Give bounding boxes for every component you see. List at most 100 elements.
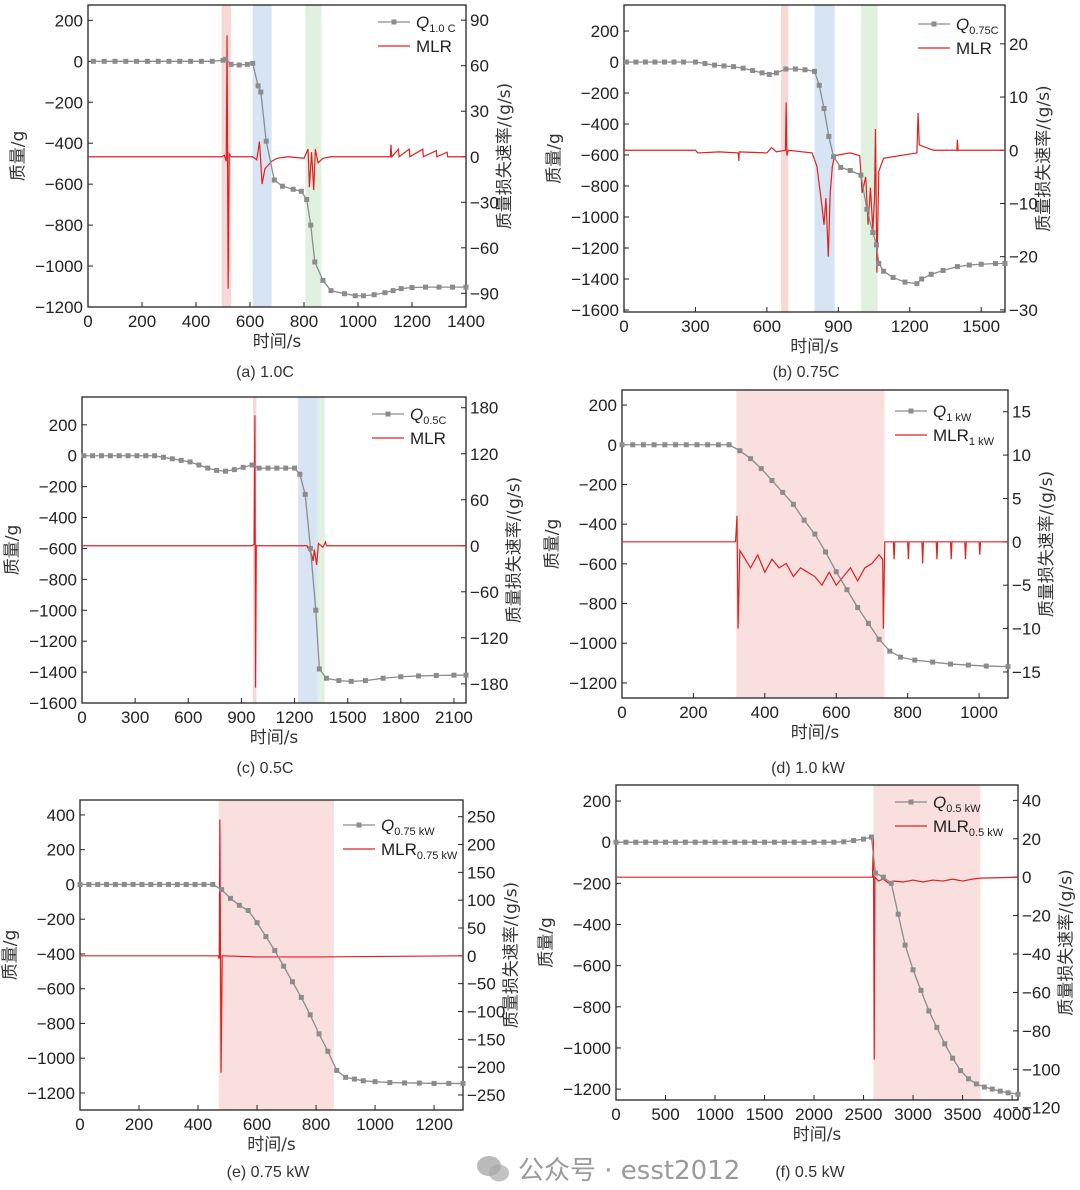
mass-data-point (948, 661, 954, 667)
y-tick-label: −1400 (571, 270, 619, 289)
subplot-f: 0 500 1000 1500 2000 2500 3000 3500 40002000−200… (536, 784, 1076, 1181)
y2-tick-label: −60 (1022, 983, 1051, 1002)
x-tick-label: 600 (174, 708, 202, 727)
mass-data-point (290, 186, 296, 192)
mass-data-point (387, 1080, 393, 1086)
y2-tick-label: −80 (1022, 1022, 1051, 1041)
mass-data-point (762, 839, 768, 845)
mass-data-point (90, 58, 96, 64)
legend-subscript: 1.0 C (429, 23, 455, 35)
y2-tick-label: 10 (1009, 88, 1028, 107)
mass-data-point (1005, 1090, 1011, 1096)
mass-data-point (372, 1079, 378, 1085)
y2-tick-label: −120 (1022, 1099, 1060, 1118)
mass-data-point (254, 920, 260, 926)
y-tick-label: −1400 (29, 663, 77, 682)
legend-entry-mlr: MLR (956, 39, 992, 58)
y2-tick-label: −120 (470, 629, 508, 648)
mass-data-point (973, 1081, 979, 1087)
x-tick-label: 200 (128, 312, 156, 331)
y2-tick-label: 50 (467, 919, 486, 938)
mass-data-point (880, 874, 886, 880)
mass-data-point (812, 531, 818, 537)
mass-data-point (1002, 260, 1008, 266)
subplot-c: 0 300 600 900 1200 1500 1800 21002000−200−400−6… (2, 396, 524, 777)
y2-tick-label: 150 (467, 863, 495, 882)
plot-frame (87, 4, 467, 308)
y2-axis-label: 质量损失速率/(g/s) (495, 83, 515, 229)
x-tick-label: 1500 (746, 1105, 784, 1124)
mass-data-point (228, 61, 234, 67)
mass-data-point (640, 442, 646, 448)
x-axis-label: 时间/s (790, 337, 839, 357)
mass-data-point (351, 1076, 357, 1082)
y-tick-label: −1200 (571, 239, 619, 258)
plot-frame (621, 389, 1009, 699)
y2-tick-label: 40 (1022, 791, 1041, 810)
legend-marker (931, 21, 937, 27)
y-tick-label: −1200 (29, 632, 77, 651)
mass-data-point (912, 657, 918, 663)
mass-data-point (633, 839, 639, 845)
mass-data-point (682, 839, 688, 845)
y-tick-label: −400 (39, 509, 77, 528)
y2-tick-label: −150 (467, 1030, 505, 1049)
legend-subscript: 0.75C (969, 25, 998, 37)
x-tick-label: 1200 (276, 708, 314, 727)
y-tick-label: 0 (74, 52, 83, 71)
legend-entry-mass: Q0.75C (956, 15, 999, 37)
y-tick-label: −1000 (29, 601, 77, 620)
y-tick-label: −800 (579, 595, 617, 614)
y-tick-label: −1200 (569, 674, 617, 693)
mass-data-point (320, 277, 326, 283)
mass-data-point (423, 284, 428, 290)
x-tick-label: 0 (619, 317, 628, 336)
mass-data-point (934, 1024, 940, 1030)
mass-data-point (308, 222, 314, 228)
mass-data-point (633, 59, 639, 65)
mass-data-point (81, 453, 87, 459)
mass-data-point (250, 60, 256, 66)
legend-entry-mass: Q0.5C (410, 405, 447, 427)
mass-data-point (926, 1008, 932, 1014)
x-tick-label: 900 (227, 708, 255, 727)
mass-data-point (436, 284, 442, 290)
mass-data-point (914, 281, 920, 287)
y2-tick-label: 60 (470, 491, 489, 510)
y2-tick-label: 0 (1012, 533, 1021, 552)
mass-data-point (325, 1048, 331, 1054)
wechat-logo-icon (476, 1155, 510, 1183)
legend-main: Q (410, 405, 423, 424)
legend-subscript: 0.5C (423, 415, 446, 427)
mass-data-point (722, 839, 728, 845)
mass-data-point (360, 1078, 366, 1084)
mass-data-point (289, 979, 295, 985)
mass-data-point (223, 56, 229, 62)
y2-tick-label: −180 (470, 675, 508, 694)
legend-subscript: 0.5 kW (969, 827, 1004, 839)
mass-data-point (433, 672, 439, 678)
legend-main: MLR (956, 39, 992, 58)
mass-data-point (255, 83, 261, 89)
mass-data-point (847, 168, 853, 174)
y-tick-label: −800 (39, 570, 77, 589)
y2-tick-label: 0 (470, 537, 479, 556)
mass-data-point (833, 569, 839, 575)
y2-tick-label: −250 (467, 1086, 505, 1105)
legend-marker (385, 411, 391, 417)
mass-data-point (297, 471, 303, 477)
mass-data-point (304, 197, 310, 203)
mass-data-point (352, 293, 358, 299)
mass-data-point (773, 70, 779, 76)
mass-data-point (192, 881, 198, 887)
legend-entry-mlr: MLR1 kW (933, 426, 995, 448)
y-tick-label: −800 (573, 998, 611, 1017)
y-tick-label: 200 (591, 22, 619, 41)
legend-entry-mass: Q0.75 kW (381, 816, 435, 838)
y-tick-label: −600 (39, 539, 77, 558)
y2-tick-label: 180 (470, 399, 498, 418)
mass-data-point (812, 68, 817, 74)
mass-data-point (283, 465, 289, 471)
y-tick-label: −1200 (563, 1080, 611, 1099)
